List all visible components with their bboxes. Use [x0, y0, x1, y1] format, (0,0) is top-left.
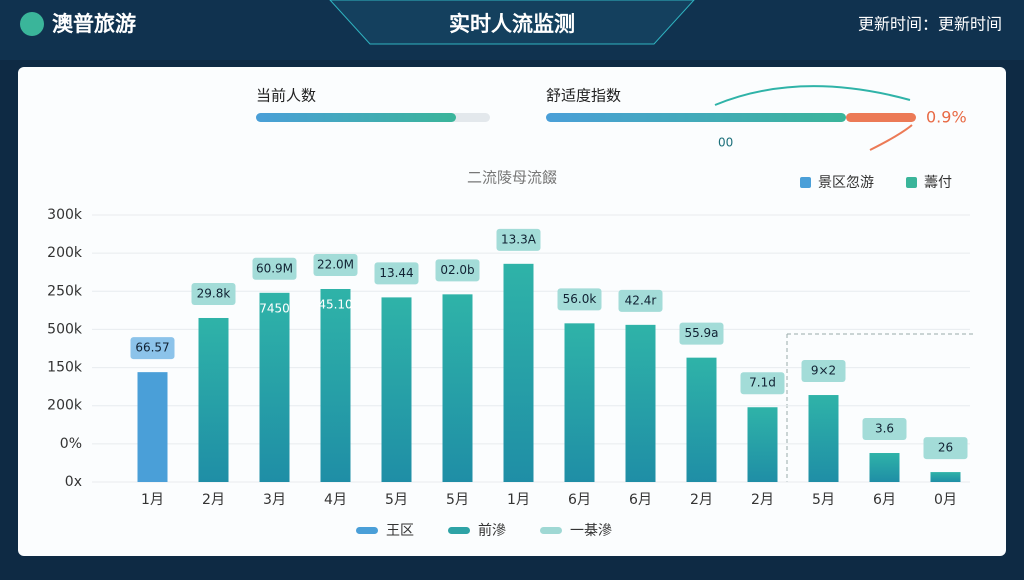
title-plate [329, 0, 695, 45]
bar [320, 288, 351, 482]
value-label-box [374, 262, 419, 285]
value-label-box [740, 372, 785, 395]
value-label-box [862, 418, 907, 441]
bar [442, 294, 473, 482]
y-tick-label: 0x [65, 474, 82, 490]
x-tick-label: 2月 [202, 492, 225, 508]
value-label-box [679, 322, 724, 345]
legend-label: 薵付 [924, 175, 952, 191]
value-label: 26 [938, 441, 953, 455]
x-tick-label: 1月 [507, 492, 530, 508]
arrow [714, 85, 911, 106]
value-label: 66.57 [135, 341, 169, 355]
bar [930, 472, 961, 482]
bar [381, 297, 412, 482]
bar [137, 372, 168, 482]
y-tick-label: 200k [47, 245, 83, 261]
bar [686, 357, 717, 482]
legend-swatch [800, 177, 811, 188]
progress-fill [546, 113, 846, 122]
inner-label: 45.10 [318, 297, 352, 311]
x-tick-label: 2月 [751, 492, 774, 508]
bar [564, 323, 595, 482]
bar [869, 453, 900, 482]
y-tick-label: 0% [60, 436, 82, 452]
bar [747, 407, 778, 482]
legend-swatch [540, 527, 562, 534]
value-label-box [801, 360, 846, 383]
x-tick-label: 4月 [324, 492, 347, 508]
value-label: 9×2 [811, 364, 836, 378]
value-label-box [252, 257, 297, 280]
logo [20, 12, 44, 36]
legend-label: 一棊滲 [570, 523, 612, 539]
brand: 澳普旅游 [52, 12, 136, 36]
comfort-sub: 00 [718, 136, 733, 150]
value-label: 7.1d [749, 376, 776, 390]
bar [259, 292, 290, 482]
y-tick-label: 250k [47, 283, 83, 299]
bar [625, 324, 656, 482]
y-tick-label: 300k [47, 207, 83, 223]
y-tick-label: 200k [47, 398, 83, 414]
value-label-box [618, 289, 663, 312]
value-label-box [435, 259, 480, 282]
value-label: 42.4r [625, 293, 657, 307]
legend-swatch [448, 527, 470, 534]
value-label-box [496, 228, 541, 251]
metric-label: 当前人数 [256, 87, 316, 105]
value-label: 56.0k [563, 292, 597, 306]
legend-swatch [356, 527, 378, 534]
value-label-box [130, 337, 175, 360]
value-label: 3.6 [875, 422, 894, 436]
value-label-box [923, 437, 968, 460]
x-tick-label: 5月 [812, 492, 835, 508]
bar [198, 317, 229, 482]
update-time: 更新时间：更新时间 [858, 15, 1002, 34]
bar [503, 263, 534, 482]
x-tick-label: 5月 [446, 492, 469, 508]
value-label-box [191, 282, 236, 305]
comfort-value: 0.9% [926, 108, 967, 127]
metric-label: 舒适度指数 [546, 87, 621, 105]
legend-swatch [906, 177, 917, 188]
value-label: 55.9a [684, 326, 718, 340]
arrow [869, 124, 913, 151]
legend-label: 景区忽游 [818, 175, 874, 191]
legend-label: 王区 [386, 523, 414, 539]
value-label-box [313, 253, 358, 276]
page-title: 实时人流监测 [449, 12, 575, 36]
y-tick-label: 500k [47, 321, 83, 337]
legend-label: 前滲 [478, 522, 506, 539]
value-label-box [557, 288, 602, 311]
x-tick-label: 0月 [934, 492, 957, 508]
value-label: 13.44 [379, 266, 413, 280]
chart-title: 二流陵母流餟 [467, 169, 557, 187]
value-label: 29.8k [197, 286, 231, 300]
x-tick-label: 3月 [263, 492, 286, 508]
value-label: 60.9M [256, 261, 293, 275]
x-tick-label: 1月 [141, 492, 164, 508]
x-tick-label: 6月 [568, 492, 591, 508]
bar [808, 395, 839, 482]
highlight-box [786, 333, 975, 482]
value-label: 22.0M [317, 257, 354, 271]
value-label: 02.0b [440, 263, 474, 277]
value-label: 13.3A [501, 232, 537, 246]
progress-warn [846, 113, 916, 122]
x-tick-label: 2月 [690, 492, 713, 508]
inner-label: 7450 [259, 301, 290, 315]
x-tick-label: 5月 [385, 492, 408, 508]
progress-fill [256, 113, 456, 122]
x-tick-label: 6月 [629, 492, 652, 508]
y-tick-label: 150k [47, 360, 83, 376]
x-tick-label: 6月 [873, 492, 896, 508]
